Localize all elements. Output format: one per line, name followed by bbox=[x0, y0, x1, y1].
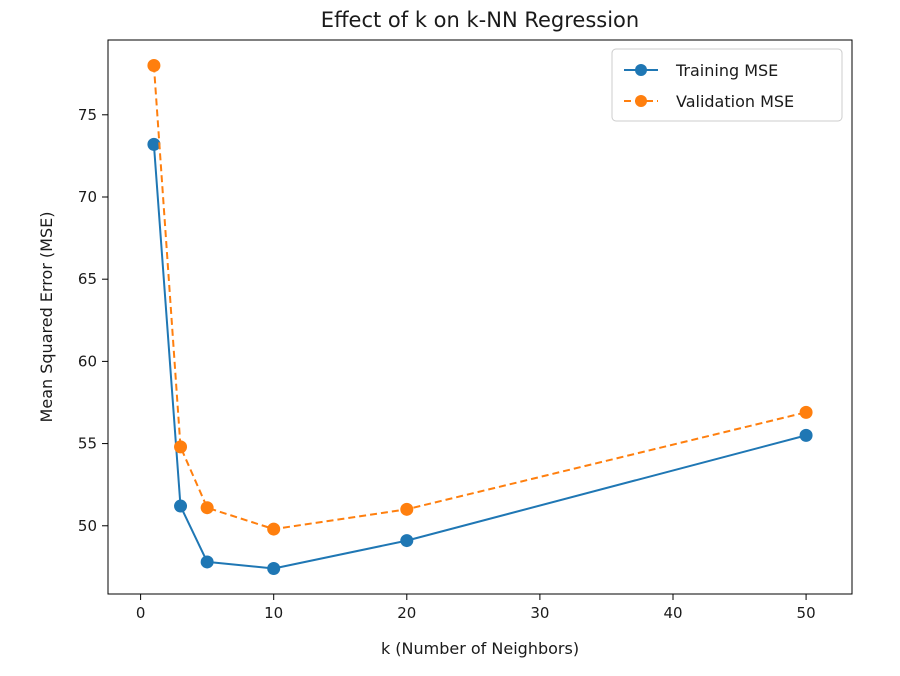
legend-marker-training bbox=[635, 64, 647, 76]
x-tick-label: 20 bbox=[397, 604, 416, 622]
x-tick-label: 30 bbox=[530, 604, 549, 622]
series-line-validation-mse bbox=[152, 65, 807, 531]
axis-ticks: 0 10 20 30 40 50 50 55 60 65 70 75 bbox=[78, 106, 816, 622]
series-validation-mse bbox=[147, 58, 813, 536]
y-tick-label: 60 bbox=[78, 352, 97, 370]
data-point-validation-mse bbox=[200, 501, 214, 515]
data-point-training-mse bbox=[147, 137, 161, 151]
data-point-validation-mse bbox=[400, 502, 414, 516]
x-tick-label: 40 bbox=[663, 604, 682, 622]
x-tick-label: 0 bbox=[136, 604, 146, 622]
y-axis-label: Mean Squared Error (MSE) bbox=[37, 212, 56, 423]
data-point-validation-mse bbox=[267, 522, 281, 536]
data-point-validation-mse bbox=[174, 440, 188, 454]
x-axis-label: k (Number of Neighbors) bbox=[381, 639, 579, 658]
chart-title: Effect of k on k-NN Regression bbox=[321, 8, 639, 32]
x-tick-label: 10 bbox=[264, 604, 283, 622]
plot-frame bbox=[107, 39, 853, 595]
legend-box bbox=[611, 48, 843, 122]
legend-marker-validation bbox=[635, 95, 647, 107]
legend: Training MSE Validation MSE bbox=[611, 48, 843, 122]
y-tick-label: 70 bbox=[78, 188, 97, 206]
data-point-validation-mse bbox=[147, 58, 161, 72]
y-tick-label: 75 bbox=[78, 106, 97, 124]
plot-area bbox=[108, 40, 852, 594]
legend-label-training: Training MSE bbox=[675, 61, 778, 80]
data-point-training-mse bbox=[174, 499, 188, 513]
data-point-validation-mse bbox=[799, 405, 813, 419]
data-point-training-mse bbox=[200, 555, 214, 569]
data-point-training-mse bbox=[267, 562, 281, 576]
x-tick-label: 50 bbox=[797, 604, 816, 622]
y-tick-label: 65 bbox=[78, 270, 97, 288]
data-point-training-mse bbox=[799, 428, 813, 442]
data-point-training-mse bbox=[400, 534, 414, 548]
legend-label-validation: Validation MSE bbox=[676, 92, 794, 111]
y-tick-label: 55 bbox=[78, 435, 97, 453]
y-tick-label: 50 bbox=[78, 517, 97, 535]
series-layer bbox=[147, 58, 813, 576]
